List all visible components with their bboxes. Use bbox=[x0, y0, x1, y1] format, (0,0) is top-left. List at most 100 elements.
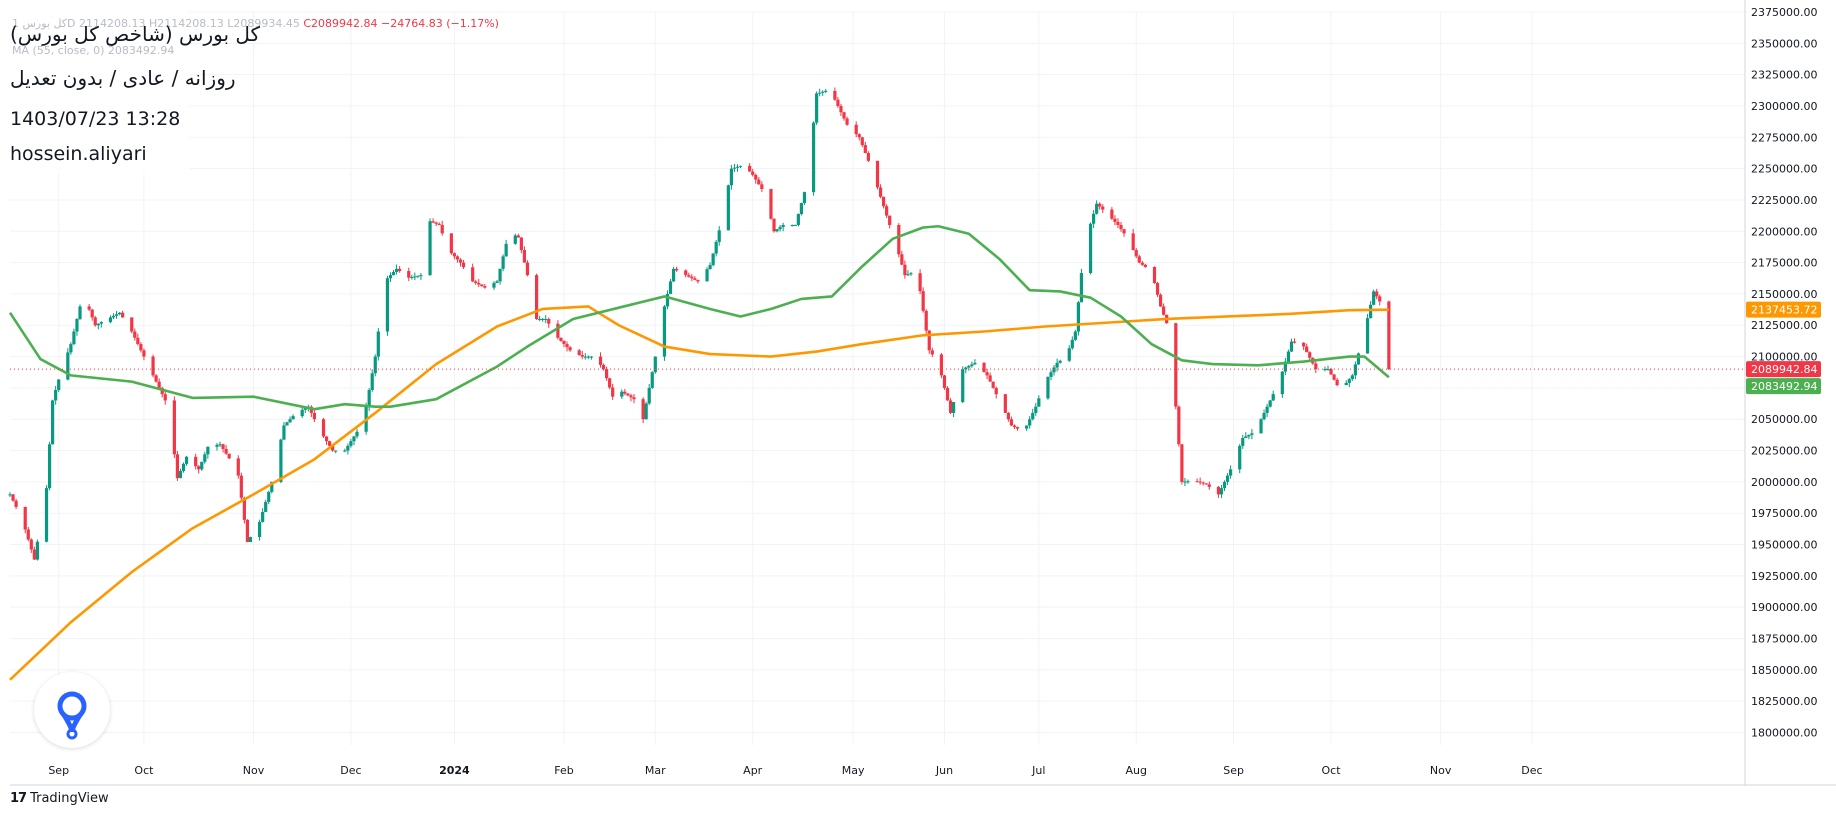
price-label-text: 2137453.72 bbox=[1751, 304, 1817, 317]
candle-body bbox=[108, 317, 113, 323]
candle-body bbox=[1201, 482, 1205, 484]
candle-body bbox=[705, 269, 709, 282]
candle-body bbox=[909, 273, 913, 275]
candle-body bbox=[288, 419, 292, 423]
x-tick-label: Apr bbox=[743, 764, 763, 777]
tradingview-logo-icon: 17 bbox=[10, 791, 27, 806]
candle-body bbox=[1372, 291, 1376, 305]
x-tick-label: Mar bbox=[645, 764, 666, 777]
candle-body bbox=[1131, 233, 1135, 251]
candle-body bbox=[388, 275, 393, 279]
candle-body bbox=[565, 344, 569, 348]
candle-body bbox=[1095, 203, 1099, 214]
candle-body bbox=[385, 278, 390, 332]
candle-body bbox=[437, 223, 441, 226]
candle-body bbox=[1101, 206, 1105, 210]
candle-body bbox=[583, 356, 587, 358]
candle-body bbox=[1378, 296, 1382, 302]
candle-body bbox=[1140, 262, 1144, 265]
candle-body bbox=[1183, 481, 1187, 483]
candle-body bbox=[775, 229, 779, 232]
candle-body bbox=[967, 365, 971, 368]
candle-body bbox=[1207, 484, 1211, 487]
candle-body bbox=[1180, 444, 1184, 482]
candle-body bbox=[760, 184, 764, 189]
candle-body bbox=[1292, 341, 1297, 343]
candle-body bbox=[303, 408, 307, 410]
candle-body bbox=[1323, 369, 1327, 371]
candle-body bbox=[1028, 419, 1032, 426]
candle-body bbox=[988, 375, 992, 382]
candle-body bbox=[1158, 294, 1163, 307]
candle-body bbox=[611, 387, 615, 397]
candle-body bbox=[218, 444, 222, 446]
candle-body bbox=[662, 306, 667, 357]
candle-body bbox=[75, 318, 79, 332]
candle-body bbox=[534, 275, 539, 319]
candle-body bbox=[93, 317, 97, 326]
candle-body bbox=[51, 400, 55, 445]
y-tick-label: 2300000.00 bbox=[1751, 100, 1817, 113]
candle-body bbox=[1122, 229, 1126, 234]
candle-body bbox=[729, 168, 733, 186]
candle-body bbox=[321, 419, 326, 437]
y-tick-label: 2250000.00 bbox=[1751, 163, 1817, 176]
candle-body bbox=[133, 331, 137, 338]
candle-body bbox=[355, 431, 359, 437]
candle-body bbox=[431, 221, 435, 223]
tradingview-footer[interactable]: 17 TradingView bbox=[10, 791, 109, 806]
candle-body bbox=[157, 381, 161, 388]
candle-body bbox=[796, 214, 800, 226]
candle-body bbox=[790, 225, 794, 227]
candle-body bbox=[44, 488, 49, 542]
candle-body bbox=[875, 160, 880, 188]
candle-body bbox=[738, 165, 743, 167]
candle-body bbox=[279, 439, 283, 482]
candle-body bbox=[376, 331, 380, 357]
candle-body bbox=[282, 425, 286, 440]
candle-body bbox=[154, 375, 158, 382]
candle-body bbox=[1003, 394, 1007, 413]
candle-body bbox=[121, 312, 125, 318]
candle-body bbox=[130, 317, 134, 332]
x-tick-label: Nov bbox=[1430, 764, 1452, 777]
candle-body bbox=[608, 378, 612, 388]
candle-body bbox=[991, 381, 995, 388]
candle-body bbox=[257, 521, 262, 538]
candle-body bbox=[1280, 371, 1284, 395]
candle-body bbox=[793, 225, 797, 227]
candle-body bbox=[857, 134, 861, 138]
candle-body bbox=[973, 362, 977, 365]
candle-body bbox=[818, 92, 822, 94]
location-pin-icon bbox=[57, 691, 87, 740]
candle-body bbox=[1259, 419, 1263, 434]
candle-body bbox=[1034, 406, 1038, 413]
candle-body bbox=[163, 394, 167, 401]
candle-body bbox=[1046, 376, 1050, 399]
candle-body bbox=[114, 314, 119, 316]
candle-body bbox=[391, 271, 396, 276]
candle-body bbox=[900, 254, 904, 265]
candle-body bbox=[331, 445, 335, 451]
candle-body bbox=[419, 275, 423, 277]
candle-body bbox=[29, 539, 33, 550]
candle-body bbox=[918, 273, 922, 292]
x-tick-label: Aug bbox=[1125, 764, 1146, 777]
y-tick-label: 1900000.00 bbox=[1751, 601, 1817, 614]
ohlc-values: کل بورس 1D 2114208.13 H2114208.13 L20899… bbox=[12, 17, 300, 30]
candle-body bbox=[668, 281, 673, 294]
candle-body bbox=[708, 265, 712, 270]
candle-body bbox=[881, 196, 886, 207]
candle-body bbox=[1238, 445, 1242, 470]
candle-body bbox=[547, 318, 551, 324]
y-tick-label: 1975000.00 bbox=[1751, 507, 1817, 520]
candle-body bbox=[1049, 372, 1053, 377]
candle-body bbox=[513, 235, 517, 244]
candle-body bbox=[942, 375, 947, 388]
candle-body bbox=[1076, 302, 1080, 332]
candle-body bbox=[626, 393, 630, 396]
candle-body bbox=[964, 367, 968, 370]
candle-body bbox=[601, 364, 606, 370]
candle-body bbox=[781, 225, 785, 228]
